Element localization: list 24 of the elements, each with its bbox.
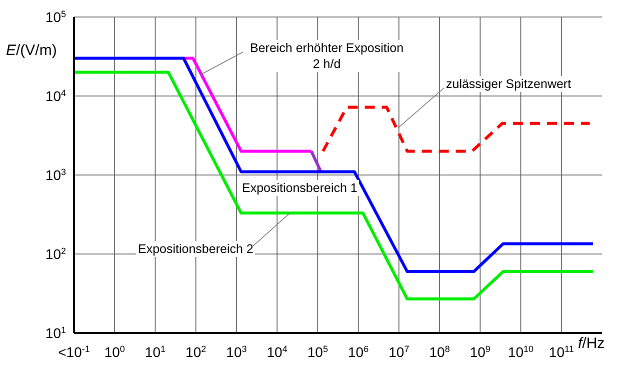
- y-axis-title: E/(V/m): [6, 42, 57, 59]
- x-tick-label: 10$^{3}$: [226, 344, 247, 360]
- y-tick-label: 10$^{1}$: [45, 325, 66, 341]
- x-axis-title: f/Hz: [578, 335, 605, 352]
- x-tick-label: 10$^{5}$: [307, 344, 328, 360]
- x-tick-label: 10$^{11}$: [548, 344, 574, 360]
- text: zulässiger Spitzenwert: [444, 76, 574, 92]
- y-tick-label: 10$^{5}$: [45, 9, 66, 25]
- series-label: Expositionsbereich 1: [240, 180, 360, 196]
- x-tick-label: 10$^{0}$: [104, 344, 125, 360]
- x-tick-label: 10$^{4}$: [266, 344, 288, 360]
- x-tick-label: 10$^{1}$: [144, 344, 166, 360]
- x-tick-label: 10$^{6}$: [348, 344, 369, 360]
- x-tick-label: 10$^{10}$: [508, 344, 534, 360]
- y-tick-label: 10$^{3}$: [45, 167, 66, 183]
- x-tick-label: 10$^{8}$: [429, 344, 450, 360]
- text: Expositionsbereich 2: [136, 241, 256, 257]
- y-tick-label: 10$^{2}$: [45, 246, 66, 262]
- text: Bereich erhöhter Exposition 2 h/d: [248, 40, 406, 72]
- x-tick-label: <10$^{-1}$: [58, 344, 90, 360]
- x-tick-label: 10$^{7}$: [388, 344, 410, 360]
- x-tick-label: 10$^{9}$: [470, 344, 490, 360]
- x-tick-label: 10$^{2}$: [186, 344, 206, 360]
- y-tick-label: 10$^{4}$: [45, 88, 66, 104]
